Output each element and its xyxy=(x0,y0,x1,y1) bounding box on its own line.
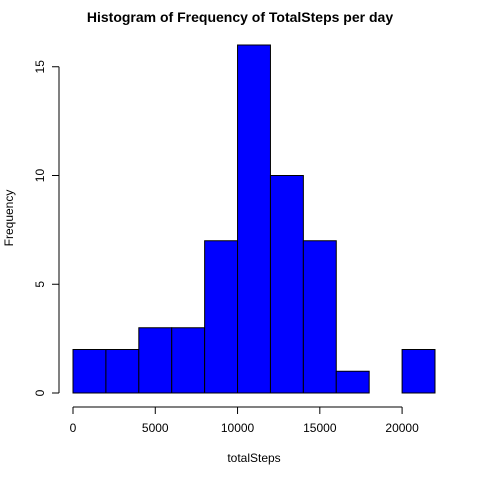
histogram-bar-3 xyxy=(171,327,206,394)
histogram-bar-0 xyxy=(72,349,107,394)
histogram-bar-7 xyxy=(302,240,337,394)
y-tick-label-3: 15 xyxy=(33,60,47,74)
y-tick-label-0: 0 xyxy=(33,389,47,396)
y-axis: 0 5 10 15 xyxy=(33,60,60,396)
x-tick-label-4: 20000 xyxy=(385,421,419,435)
histogram-bar-4 xyxy=(204,240,239,394)
x-axis-label: totalSteps xyxy=(227,451,280,465)
y-tick-label-2: 10 xyxy=(33,169,47,183)
x-tick-label-0: 0 xyxy=(70,421,77,435)
x-axis: 0 5000 10000 15000 20000 xyxy=(70,406,419,435)
bars-group xyxy=(72,44,436,394)
histogram-bar-6 xyxy=(269,175,304,394)
x-tick-label-2: 10000 xyxy=(221,421,255,435)
histogram-bar-10 xyxy=(401,349,436,394)
x-tick-label-1: 5000 xyxy=(142,421,169,435)
x-tick-label-3: 15000 xyxy=(303,421,337,435)
histogram-bar-5 xyxy=(237,44,271,394)
y-tick-label-1: 5 xyxy=(33,281,47,288)
histogram-bar-2 xyxy=(138,327,173,394)
histogram-bar-8 xyxy=(335,370,370,394)
y-axis-label: Frequency xyxy=(2,190,16,247)
chart-title: Histogram of Frequency of TotalSteps per… xyxy=(87,9,393,25)
histogram-bar-1 xyxy=(105,349,140,394)
